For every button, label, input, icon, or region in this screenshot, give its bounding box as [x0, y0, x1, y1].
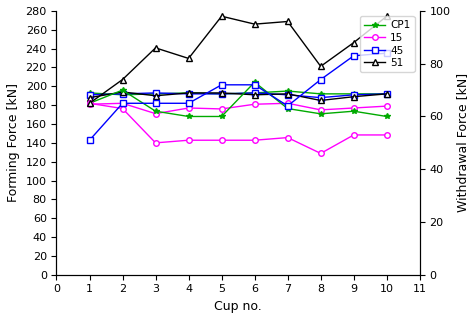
51 [351, 95, 357, 99]
CP1 [318, 92, 324, 96]
45 [252, 91, 258, 95]
45 [153, 91, 159, 95]
51 [285, 92, 290, 96]
51 [87, 96, 92, 100]
51 [219, 91, 225, 95]
15 [219, 107, 225, 111]
CP1 [252, 91, 258, 95]
Line: 15: 15 [87, 100, 389, 116]
15 [285, 101, 290, 105]
CP1 [285, 89, 290, 93]
15 [351, 106, 357, 110]
CP1 [351, 92, 357, 96]
Line: 45: 45 [87, 90, 389, 100]
Line: 51: 51 [87, 89, 389, 103]
51 [119, 90, 125, 94]
15 [252, 102, 258, 106]
Y-axis label: Forming Force [kN]: Forming Force [kN] [7, 84, 20, 202]
CP1 [153, 92, 159, 96]
Legend: CP1, 15, 45, 51: CP1, 15, 45, 51 [360, 16, 415, 72]
X-axis label: Cup no.: Cup no. [214, 300, 262, 313]
51 [252, 93, 258, 97]
45 [87, 93, 92, 97]
Y-axis label: Withdrawal Force [kN]: Withdrawal Force [kN] [456, 73, 469, 212]
15 [153, 112, 159, 116]
CP1 [119, 93, 125, 97]
45 [219, 92, 225, 96]
CP1 [87, 91, 92, 95]
15 [318, 108, 324, 112]
51 [318, 99, 324, 102]
15 [87, 102, 92, 106]
45 [351, 93, 357, 97]
CP1 [384, 92, 389, 96]
CP1 [219, 92, 225, 96]
15 [384, 104, 389, 108]
51 [384, 92, 389, 96]
51 [153, 94, 159, 98]
45 [318, 96, 324, 100]
45 [384, 92, 389, 96]
CP1 [186, 91, 191, 95]
45 [186, 92, 191, 96]
Line: CP1: CP1 [87, 88, 389, 98]
51 [186, 91, 191, 95]
45 [285, 93, 290, 97]
15 [119, 101, 125, 105]
45 [119, 92, 125, 96]
15 [186, 106, 191, 110]
